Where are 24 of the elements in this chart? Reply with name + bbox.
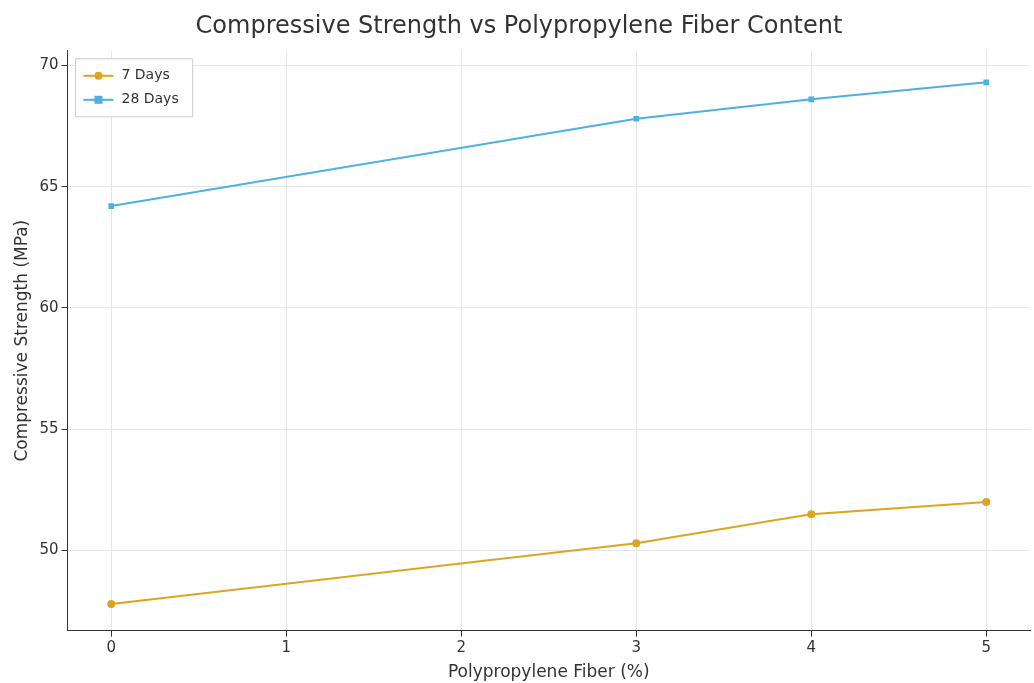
y-tick-label: 65: [39, 176, 59, 195]
y-axis-title: Compressive Strength (MPa): [10, 219, 31, 462]
y-tick-label: 70: [39, 55, 59, 74]
legend-label: 7 Days: [121, 66, 170, 83]
x-tick-label: 3: [631, 638, 642, 657]
x-tick-label: 1: [281, 638, 292, 657]
point: [807, 510, 816, 519]
x-axis-title: Polypropylene Fiber (%): [447, 661, 650, 682]
point: [808, 96, 815, 103]
point: [633, 115, 640, 122]
point: [107, 599, 116, 608]
legend-label: 28 Days: [121, 90, 179, 107]
x-tick-label: 0: [106, 638, 117, 657]
chart-title: Compressive Strength vs Polypropylene Fiber Content: [195, 10, 843, 39]
y-tick-label: 50: [39, 540, 59, 559]
x-tick-label: 2: [456, 638, 467, 657]
point: [983, 79, 990, 86]
point: [632, 539, 641, 548]
x-tick-label: 4: [806, 638, 817, 657]
point: [982, 498, 991, 507]
point: [108, 203, 115, 209]
y-tick-label: 60: [39, 297, 59, 316]
x-tick-label: 5: [981, 638, 992, 657]
y-tick-label: 55: [39, 419, 59, 438]
